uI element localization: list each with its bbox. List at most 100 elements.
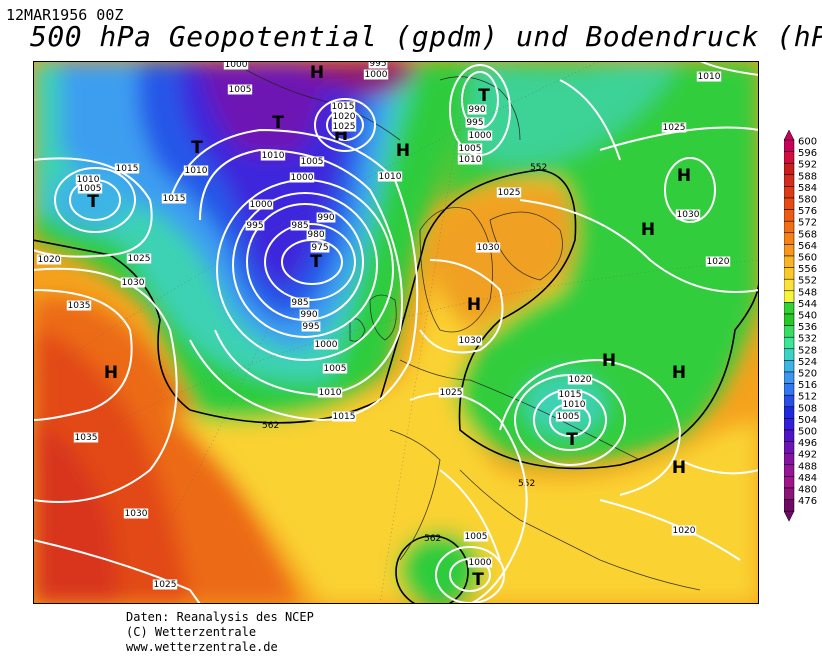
isobar-label: 980 [307,230,324,240]
isobar-label-bg [331,121,357,132]
scale-label: 500 [798,427,817,438]
high-symbol: H [672,458,686,478]
scale-label: 504 [798,415,817,426]
isobar-label: 1005 [79,184,102,194]
isobar-label: 1025 [498,188,521,198]
isobar-label: 1010 [459,155,482,165]
isobar-label: 1030 [122,278,145,288]
scale-cell [784,348,795,361]
low-symbol: T [566,430,578,450]
isobar-label-bg [248,199,274,210]
scale-cell [784,209,795,222]
isobar-label-bg [331,111,357,122]
scale-cell [784,197,795,210]
scale-cell [784,325,795,338]
isobar-label-bg [73,432,99,443]
isobar-label-bg [316,212,336,223]
isobar-label: 1030 [477,243,500,253]
isobar-label: 1035 [75,433,98,443]
isobar-label-bg [675,209,701,220]
scale-cell [784,186,795,199]
low-symbol: T [87,192,99,212]
isobar-label: 1000 [469,131,492,141]
scale-label: 544 [798,299,817,310]
isobar-label-bg [313,339,339,350]
isobar-label-bg [152,579,178,590]
isobar-label-bg [322,363,348,374]
isobar-label-bg [457,335,483,346]
map-title: 500 hPa Geopotential (gpdm) und Bodendru… [30,20,822,53]
high-symbol: H [677,166,691,186]
isobar-label: 1000 [225,61,248,70]
scale-label: 564 [798,241,817,252]
credit-data-source: Daten: Reanalysis des NCEP [126,610,314,624]
scale-cell [784,278,795,292]
isobar-label: 1005 [324,364,347,374]
isobar-label: 985 [291,221,308,231]
isobar-label: 1000 [291,173,314,183]
high-symbol: H [672,363,686,383]
isobar-label-bg [227,84,253,95]
isobar-label: 1025 [440,388,463,398]
scale-cell [784,162,795,176]
scale-cell [784,464,795,477]
isobar-label-bg [467,130,493,141]
scale-cell [784,441,795,454]
high-symbol: H [467,295,481,315]
isobar-label: 1010 [319,388,342,398]
isobar-label-bg [463,531,489,542]
low-symbol: T [310,252,322,272]
isobar-label: 1030 [459,336,482,346]
isobar-label: 1025 [128,254,151,264]
scale-cell [784,302,795,315]
isobar-label: 1025 [154,580,177,590]
scale-label: 600 [798,137,817,148]
isobar-label-bg [123,508,149,519]
credit-copyright: (C) Wetterzentrale [126,625,257,639]
scale-cell [784,220,795,234]
isobar-label-bg [290,220,310,231]
isobar-label-bg [306,229,326,240]
scale-cell [784,313,795,326]
isobar-label: 1020 [38,255,61,265]
isobar-label-bg [557,389,583,400]
high-symbol: H [396,141,410,161]
scale-cell [784,267,795,280]
isobar-label-bg [77,183,103,194]
scale-label: 556 [798,264,817,275]
scale-cell [784,406,795,419]
scale-label: 512 [798,392,817,403]
isobar-label: 990 [317,213,334,223]
scale-label: 516 [798,380,817,391]
isobar-label: 1005 [301,157,324,167]
scale-cell [784,452,795,466]
high-symbol: H [641,220,655,240]
isobar-label: 1000 [469,558,492,568]
isobar-label: 1005 [459,144,482,154]
isobar-label-bg [438,387,464,398]
isobar-label-bg [36,254,62,265]
isobar-label-bg [661,122,687,133]
isobar-label-bg [317,387,343,398]
scale-label: 584 [798,183,817,194]
isobar-label-bg [475,242,501,253]
isobar-label-bg [555,411,581,422]
scale-label: 560 [798,253,817,264]
isobar-label-bg [467,104,487,115]
high-symbol: H [310,63,324,83]
credit-website[interactable]: www.wetterzentrale.de [126,640,278,654]
isobar-label: 1030 [125,509,148,519]
isobar-label-bg [114,163,140,174]
isobar-label: 995 [302,322,319,332]
scale-cell [784,476,795,489]
color-scale: 6005965925885845805765725685645605565525… [784,130,817,522]
isobar-label: 1010 [185,166,208,176]
isobar-label-bg [260,150,286,161]
scale-label: 508 [798,403,817,414]
isobar-label-bg [299,156,325,167]
isobar-label: 995 [246,221,263,231]
isobar-label-bg [290,297,310,308]
scale-label: 540 [798,311,817,322]
scale-cell [784,383,795,396]
